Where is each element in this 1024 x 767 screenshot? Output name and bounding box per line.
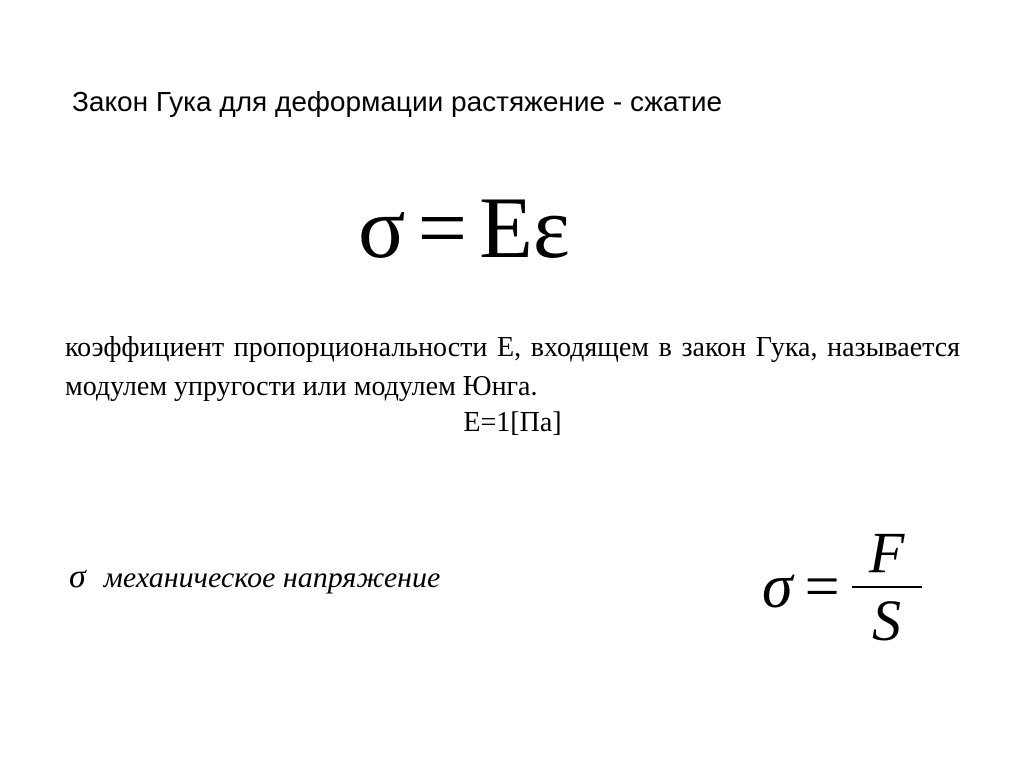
sigma-equation-symbol: σ xyxy=(762,552,793,623)
hookes-law-equation: σ = E ε xyxy=(358,178,570,279)
sigma-label-symbol: σ xyxy=(69,558,86,596)
strain-symbol: ε xyxy=(533,178,570,279)
area-denominator: S xyxy=(864,588,909,650)
page-title: Закон Гука для деформации растяжение - с… xyxy=(72,86,722,118)
stress-label: σ механическое напряжение xyxy=(69,558,440,596)
sigma-symbol: σ xyxy=(358,178,405,279)
description-paragraph: коэффициент пропорциональности Е, входящ… xyxy=(65,328,960,406)
equals-symbol: = xyxy=(417,178,467,279)
equals-equation-symbol: = xyxy=(805,552,840,623)
fraction: F S xyxy=(852,524,922,650)
youngs-modulus-symbol: E xyxy=(479,178,533,279)
force-numerator: F xyxy=(861,524,912,586)
stress-equation: σ = F S xyxy=(762,524,922,650)
stress-label-text: механическое напряжение xyxy=(104,561,441,595)
unit-definition: Е=1[Па] xyxy=(65,407,960,439)
